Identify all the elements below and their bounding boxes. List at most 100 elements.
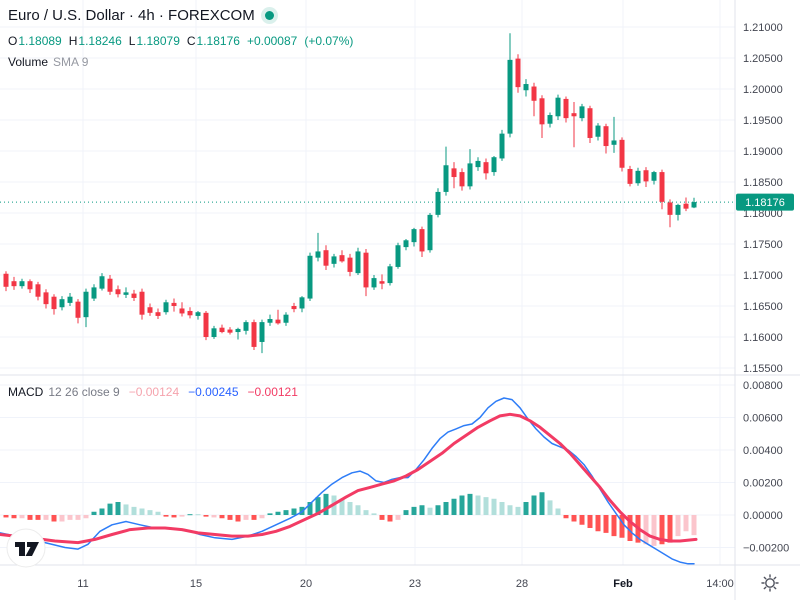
candle-body (163, 302, 169, 313)
price-axis-label: 1.17000 (743, 270, 783, 282)
macd-histogram-bar (211, 515, 217, 518)
macd-histogram-bar (651, 515, 657, 546)
macd-histogram-bar (27, 515, 33, 520)
low-value: 1.18079 (136, 34, 180, 48)
price-axis[interactable]: 1.21000 1.20500 1.20000 1.19500 1.19000 1.185… (736, 22, 794, 375)
macd-axis[interactable]: 0.00800 0.00600 0.00400 0.00200 0.00000 −0.00… (743, 380, 789, 555)
macd-histogram-bar (19, 515, 25, 519)
macd-histogram-bar (427, 507, 433, 515)
market-status-icon[interactable] (264, 11, 274, 20)
macd-histogram-bar (555, 508, 561, 515)
candle-body (627, 168, 633, 184)
macd-histogram-bar (179, 515, 185, 517)
macd-histogram-bar (507, 505, 513, 515)
price-axis-label: 1.16500 (743, 301, 783, 313)
macd-histogram-bar (139, 508, 145, 515)
current-price-badge-text: 1.18176 (745, 197, 785, 209)
macd-histogram-bar (83, 515, 89, 519)
macd-histogram-bar (683, 515, 689, 532)
macd-legend[interactable]: MACD 12 26 close 9 −0.00124 −0.00245 −0.0012… (8, 385, 298, 399)
macd-histogram-bar (675, 515, 681, 537)
candle-body (371, 278, 377, 288)
macd-axis-label: 0.00000 (743, 510, 783, 522)
candle-body (27, 281, 33, 290)
macd-histogram-bar (355, 505, 361, 515)
candle-body (243, 322, 249, 331)
candle-body (411, 229, 417, 243)
candle-body (267, 319, 273, 323)
macd-histogram-bar (691, 515, 697, 536)
time-axis-label: 28 (516, 578, 528, 590)
candle-body (3, 273, 9, 287)
candle-body (347, 257, 353, 272)
candle-body (451, 168, 457, 178)
macd-axis-label: 0.00200 (743, 478, 783, 490)
candle-body (475, 160, 481, 168)
macd-histogram-bar (659, 515, 665, 545)
high-label: H (68, 34, 78, 48)
macd-histogram-bar (147, 510, 153, 515)
price-axis-label: 1.20500 (743, 53, 783, 65)
price-axis-label: 1.21000 (743, 22, 783, 34)
close-value: 1.18176 (196, 34, 240, 48)
candle-body (339, 255, 345, 262)
macd-histogram-bar (195, 514, 201, 516)
macd-histogram-bar (371, 513, 377, 515)
candle-body (291, 306, 297, 310)
price-axis-label: 1.20000 (743, 84, 783, 96)
macd-histogram-bar (219, 515, 225, 519)
candle-body (147, 307, 153, 313)
macd-histogram-bar (51, 515, 57, 522)
tradingview-logo-icon[interactable] (6, 528, 46, 568)
macd-histogram-bar (99, 508, 105, 515)
candle-body (443, 165, 449, 192)
candle-body (491, 157, 497, 173)
current-price-badge (736, 193, 794, 211)
candle-body (115, 289, 121, 295)
macd-histogram-bar (419, 505, 425, 515)
macd-signal-line (0, 412, 698, 545)
symbol-legend[interactable]: Euro / U.S. Dollar · 4h · FOREXCOM (8, 7, 274, 24)
candle-body (363, 252, 369, 288)
candle-body (171, 302, 177, 306)
candle-body (683, 203, 689, 209)
macd-histogram-bar (451, 498, 457, 515)
candle-body (139, 291, 145, 315)
time-axis-label: 20 (300, 578, 312, 590)
macd-histogram-bar (163, 515, 169, 517)
candle-body (539, 98, 545, 125)
macd-histogram-bar (275, 511, 281, 515)
open-label: O (8, 34, 18, 48)
time-axis[interactable]: 11 15 20 23 28 Feb 14:00 (77, 578, 733, 590)
macd-histogram-bar (11, 515, 17, 519)
macd-histogram-bar (603, 515, 609, 533)
macd-histogram-bar (171, 515, 177, 518)
macd-histogram-bar (411, 506, 417, 515)
ohlc-legend[interactable]: O1.18089 H1.18246 L1.18079 C1.18176 +0.00087… (8, 34, 360, 48)
high-value: 1.18246 (78, 34, 122, 48)
macd-histogram-bar (203, 515, 209, 517)
macd-histogram-bar (435, 505, 441, 515)
macd-histogram-bar (531, 495, 537, 515)
candle-body (51, 296, 57, 310)
candle-body (675, 204, 681, 215)
macd-histogram-bar (123, 504, 129, 515)
candle-body (579, 106, 585, 119)
candle-body (211, 328, 217, 337)
candle-body (43, 292, 49, 305)
macd-histogram-bar (267, 513, 273, 515)
grid-lines (0, 0, 735, 565)
sun-icon[interactable] (761, 574, 779, 592)
macd-histogram-bar (491, 498, 497, 515)
candle-body (195, 312, 201, 316)
macd-histogram-bar (323, 493, 329, 515)
price-axis-label: 1.19000 (743, 146, 783, 158)
volume-legend[interactable]: Volume SMA 9 (8, 55, 88, 69)
macd-histogram-bar (91, 511, 97, 515)
macd-histogram-bar (587, 515, 593, 528)
macd-axis-label: 0.00800 (743, 380, 783, 392)
macd-histogram-bar (131, 506, 137, 515)
macd-histogram-bar (259, 515, 265, 519)
